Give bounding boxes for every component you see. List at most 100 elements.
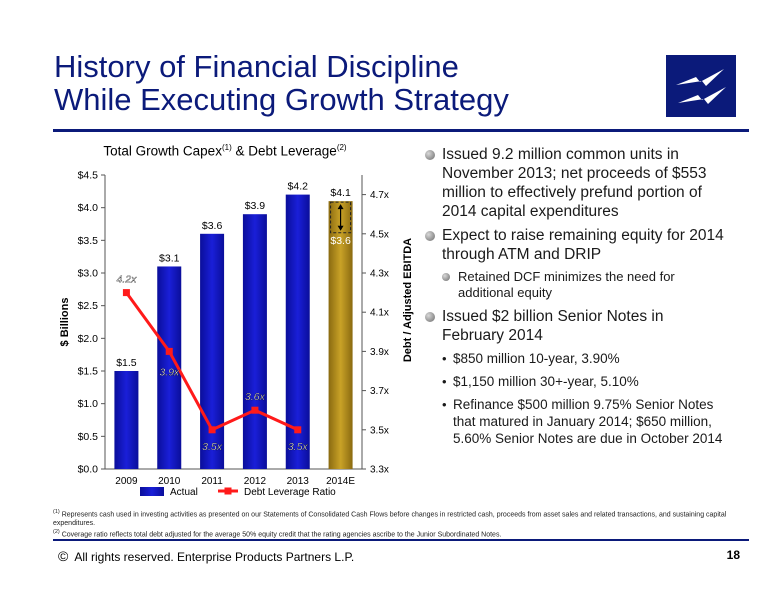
y-tick-label: $0.5 bbox=[78, 431, 99, 443]
bullet-text: Expect to raise remaining equity for 201… bbox=[442, 227, 724, 263]
ratio-value-label: 3.5x bbox=[202, 441, 223, 453]
footnote-2-text: Coverage ratio reflects total debt adjus… bbox=[61, 531, 502, 539]
bullet-text: $850 million 10-year, 3.90% bbox=[453, 351, 620, 366]
bar-actual bbox=[200, 233, 225, 469]
title-line-1: History of Financial Discipline bbox=[54, 49, 459, 84]
bar-value-label: $3.6 bbox=[202, 220, 223, 232]
bullet-item: Expect to raise remaining equity for 201… bbox=[425, 226, 725, 264]
bullet-item: • $850 million 10-year, 3.90% bbox=[425, 350, 725, 367]
bullet-marker-icon bbox=[425, 150, 435, 160]
bullet-item: • Refinance $500 million 9.75% Senior Not… bbox=[425, 396, 725, 447]
y-right-tick-label: 4.1x bbox=[370, 308, 389, 319]
legend-actual-swatch bbox=[140, 487, 164, 496]
bullet-marker-icon bbox=[442, 273, 450, 281]
bullet-item: Issued $2 billion Senior Notes in Februa… bbox=[425, 307, 725, 345]
x-tick-label: 2012 bbox=[244, 476, 267, 487]
y-tick-label: $1.0 bbox=[78, 398, 99, 410]
x-tick-label: 2009 bbox=[115, 476, 138, 487]
y-tick-label: $3.0 bbox=[78, 268, 99, 280]
y-tick-label: $3.5 bbox=[78, 235, 99, 247]
y-right-tick-label: 4.7x bbox=[370, 190, 389, 201]
ratio-value-label: 3.9x bbox=[159, 366, 180, 378]
capex-leverage-chart: $0.0 $0.5 $1.0 $1.5 $2.0 $2.5 $3.0 $3.5 $4.0 $4.5… bbox=[59, 170, 414, 499]
footnote-2: (2) Coverage ratio reflects total debt a… bbox=[53, 528, 743, 539]
y-tick-label: $1.5 bbox=[78, 366, 99, 378]
y-tick-label: $2.0 bbox=[78, 333, 99, 345]
chart-title-text: Total Growth Capex bbox=[103, 143, 222, 159]
y-tick-label: $2.5 bbox=[78, 300, 99, 312]
slide-title: History of Financial Discipline While Ex… bbox=[54, 50, 654, 116]
footer: © All rights reserved. Enterprise Product… bbox=[58, 548, 354, 564]
bullet-text: Refinance $500 million 9.75% Senior Note… bbox=[453, 397, 723, 446]
legend-ratio-marker bbox=[224, 487, 232, 495]
bullet-text: $1,150 million 30+-year, 5.10% bbox=[453, 374, 639, 389]
chart-title: Total Growth Capex(1) & Debt Leverage(2) bbox=[60, 143, 390, 159]
estimate-low-label: $3.6 bbox=[330, 235, 351, 247]
estimate-range-box bbox=[330, 201, 352, 234]
bar-value-label: $4.1 bbox=[330, 187, 351, 199]
page-number: 18 bbox=[726, 548, 740, 562]
y-axis-title: $ Billions bbox=[59, 298, 71, 347]
bar-value-label: $1.5 bbox=[116, 357, 137, 369]
ratio-point bbox=[208, 426, 216, 434]
footer-text: All rights reserved. Enterprise Products… bbox=[74, 550, 355, 564]
footnote-1-text: Represents cash used in investing activi… bbox=[53, 511, 727, 528]
footnotes: (1) Represents cash used in investing ac… bbox=[53, 508, 743, 540]
footnote-1: (1) Represents cash used in investing ac… bbox=[53, 508, 743, 528]
ratio-point bbox=[294, 426, 302, 434]
bar-actual bbox=[242, 214, 267, 469]
ratio-point bbox=[165, 347, 173, 355]
title-divider bbox=[53, 129, 749, 132]
company-logo-icon bbox=[666, 55, 736, 117]
x-tick-label: 2014E bbox=[326, 476, 355, 487]
y-right-tick-label: 3.7x bbox=[370, 386, 389, 397]
arrow-down-icon bbox=[337, 225, 344, 231]
copyright-icon: © bbox=[58, 548, 69, 564]
bullet-list: Issued 9.2 million common units in Novem… bbox=[425, 145, 725, 453]
bar-value-label: $4.2 bbox=[288, 181, 309, 193]
bullet-item: • $1,150 million 30+-year, 5.10% bbox=[425, 373, 725, 390]
y-tick-label: $0.0 bbox=[78, 464, 99, 476]
legend-ratio-label: Debt Leverage Ratio bbox=[244, 487, 336, 498]
bullet-item: Issued 9.2 million common units in Novem… bbox=[425, 145, 725, 221]
bullet-text: Issued 9.2 million common units in Novem… bbox=[442, 146, 707, 220]
footnote-2-mark: (2) bbox=[53, 529, 60, 536]
bullet-marker-icon: • bbox=[442, 374, 447, 389]
bullet-marker-icon: • bbox=[442, 397, 447, 412]
y-right-tick-label: 4.5x bbox=[370, 229, 389, 240]
y-right-tick-label: 4.3x bbox=[370, 269, 389, 280]
bar-actual bbox=[285, 194, 310, 469]
footnote-1-mark: (1) bbox=[53, 509, 60, 515]
ratio-value-label: 4.2x bbox=[116, 274, 137, 286]
legend-actual-label: Actual bbox=[170, 487, 198, 498]
bar-actual bbox=[114, 371, 139, 469]
ratio-value-label: 3.5x bbox=[288, 441, 309, 453]
y-right-tick-label: 3.3x bbox=[370, 465, 389, 476]
footer-divider bbox=[53, 539, 749, 541]
chart-title-footnote-1: (1) bbox=[221, 143, 232, 152]
x-tick-label: 2011 bbox=[201, 476, 223, 487]
ratio-point bbox=[251, 406, 259, 414]
bullet-text: Retained DCF minimizes the need for addi… bbox=[458, 269, 675, 300]
chart-title-mid: & Debt Leverage bbox=[231, 143, 337, 159]
x-tick-label: 2013 bbox=[287, 476, 310, 487]
ratio-point bbox=[122, 289, 130, 297]
title-line-2: While Executing Growth Strategy bbox=[54, 82, 509, 117]
bar-value-label: $3.1 bbox=[159, 252, 180, 264]
bullet-item: Retained DCF minimizes the need for addi… bbox=[425, 269, 725, 301]
bar-estimate bbox=[328, 201, 353, 469]
bullet-marker-icon: • bbox=[442, 351, 447, 366]
y-tick-label: $4.5 bbox=[78, 170, 99, 182]
y-right-axis-title: Debt / Adjusted EBITDA bbox=[402, 238, 414, 362]
bullet-marker-icon bbox=[425, 312, 435, 322]
bar-value-label: $3.9 bbox=[245, 200, 266, 212]
bullet-text: Issued $2 billion Senior Notes in Februa… bbox=[442, 308, 664, 344]
y-right-tick-label: 3.9x bbox=[370, 347, 389, 358]
bullet-marker-icon bbox=[425, 231, 435, 241]
x-tick-label: 2010 bbox=[158, 476, 181, 487]
ratio-value-label: 3.6x bbox=[245, 391, 266, 403]
chart-title-footnote-2: (2) bbox=[336, 143, 347, 152]
y-right-tick-label: 3.5x bbox=[370, 425, 389, 436]
y-tick-label: $4.0 bbox=[78, 202, 99, 214]
arrow-up-icon bbox=[337, 204, 344, 210]
